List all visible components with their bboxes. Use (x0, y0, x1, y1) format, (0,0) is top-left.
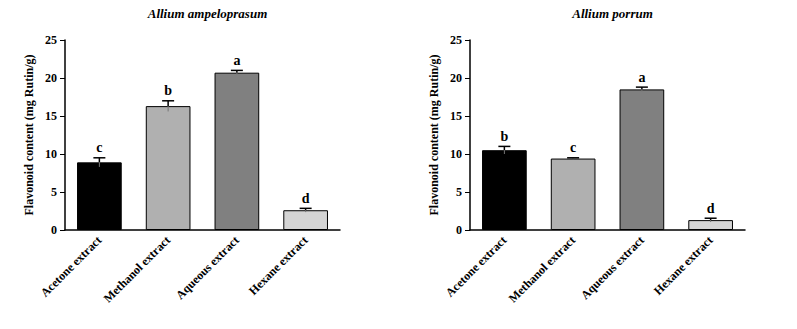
svg-text:0: 0 (456, 223, 462, 237)
svg-text:25: 25 (450, 33, 462, 47)
svg-text:Aqueous extract: Aqueous extract (173, 233, 242, 302)
svg-text:Flavonoid content (mg Rutin/g): Flavonoid content (mg Rutin/g) (22, 54, 36, 215)
svg-text:Hexane extract: Hexane extract (651, 233, 716, 298)
svg-text:15: 15 (45, 109, 57, 123)
svg-text:15: 15 (450, 109, 462, 123)
svg-text:Methanol extract: Methanol extract (506, 233, 578, 305)
svg-text:Flavonoid content (mg Rutin/g): Flavonoid content (mg Rutin/g) (427, 54, 441, 215)
svg-text:5: 5 (456, 185, 462, 199)
svg-text:b: b (164, 83, 172, 98)
svg-text:5: 5 (51, 185, 57, 199)
svg-text:Aqueous extract: Aqueous extract (578, 233, 647, 302)
svg-text:b: b (500, 129, 508, 144)
svg-text:a: a (233, 53, 240, 68)
svg-text:0: 0 (51, 223, 57, 237)
svg-text:a: a (638, 70, 645, 85)
svg-text:Acetone extract: Acetone extract (443, 233, 510, 300)
svg-text:20: 20 (450, 71, 462, 85)
svg-text:c: c (570, 140, 576, 155)
svg-text:25: 25 (45, 33, 57, 47)
svg-text:c: c (96, 140, 102, 155)
svg-text:10: 10 (450, 147, 462, 161)
svg-text:Methanol extract: Methanol extract (101, 233, 173, 305)
svg-text:Hexane extract: Hexane extract (246, 233, 311, 298)
svg-text:10: 10 (45, 147, 57, 161)
svg-text:20: 20 (45, 71, 57, 85)
svg-text:d: d (707, 201, 715, 216)
svg-text:d: d (302, 191, 310, 206)
svg-text:Acetone extract: Acetone extract (38, 233, 105, 300)
svg-text:Allium porrum: Allium porrum (571, 6, 653, 21)
svg-text:Allium ampeloprasum: Allium ampeloprasum (147, 6, 268, 21)
